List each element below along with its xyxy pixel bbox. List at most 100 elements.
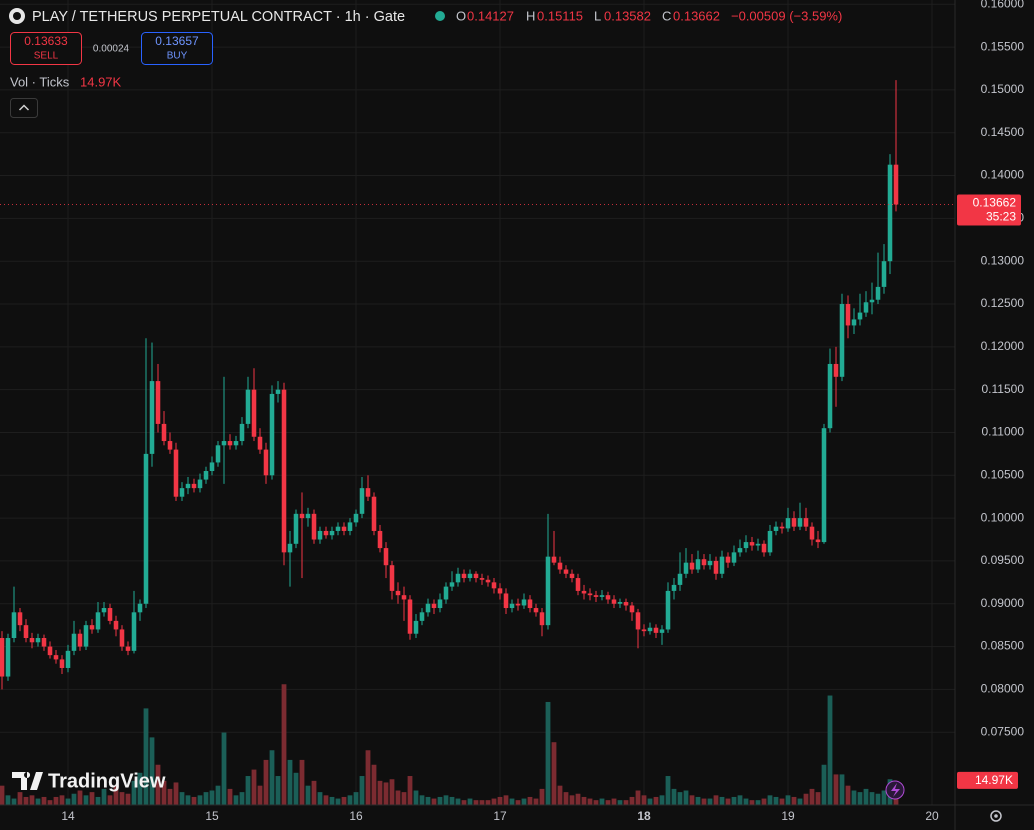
candle-body bbox=[173, 449, 179, 497]
candle-body bbox=[371, 496, 377, 531]
volume-bar bbox=[275, 776, 281, 805]
y-tick-label: 0.07500 bbox=[981, 724, 1025, 738]
ohlc-value: 0.13582 bbox=[604, 8, 651, 23]
collapse-button[interactable] bbox=[10, 98, 38, 118]
candle-body bbox=[365, 488, 371, 497]
candle-body bbox=[143, 453, 149, 604]
volume-bar bbox=[359, 776, 365, 805]
volume-bar bbox=[431, 798, 437, 805]
candle-body bbox=[383, 548, 389, 566]
volume-bar bbox=[35, 798, 41, 805]
volume-bar bbox=[539, 788, 545, 805]
candle-body bbox=[95, 612, 101, 630]
volume-title: Vol · Ticks bbox=[10, 74, 70, 89]
x-tick-label: 19 bbox=[781, 809, 795, 823]
y-tick-label: 0.14000 bbox=[981, 168, 1025, 182]
volume-bar bbox=[95, 796, 101, 805]
candle-body bbox=[125, 646, 131, 651]
volume-bar bbox=[113, 785, 119, 805]
volume-value: 14.97K bbox=[80, 74, 122, 89]
candle-body bbox=[227, 441, 233, 446]
candle-body bbox=[791, 518, 797, 527]
volume-bar bbox=[863, 788, 869, 805]
candle-body bbox=[29, 638, 35, 643]
candle-body bbox=[893, 164, 899, 205]
candle-body bbox=[809, 526, 815, 540]
candle-body bbox=[767, 530, 773, 553]
volume-bar bbox=[197, 795, 203, 805]
sell-button[interactable] bbox=[10, 32, 82, 65]
spread: 0.00024 bbox=[93, 44, 130, 55]
volume-bar bbox=[803, 793, 809, 805]
volume-bar bbox=[635, 790, 641, 805]
candle-body bbox=[815, 539, 821, 543]
volume-bar bbox=[551, 742, 557, 805]
volume-bar bbox=[833, 774, 839, 805]
candle-body bbox=[335, 526, 341, 531]
flash-glyph bbox=[891, 783, 900, 797]
candle-body bbox=[281, 389, 287, 553]
symbol-title[interactable]: PLAY / TETHERUS PERPETUAL CONTRACT · 1h … bbox=[32, 9, 405, 25]
volume-bar bbox=[869, 792, 875, 805]
volume-bar bbox=[527, 796, 533, 805]
candle-body bbox=[887, 164, 893, 262]
candle-body bbox=[131, 612, 137, 651]
volume-bar bbox=[65, 798, 71, 805]
y-tick-label: 0.13000 bbox=[981, 253, 1025, 267]
volume-bar bbox=[845, 785, 851, 805]
volume-bar bbox=[233, 795, 239, 805]
candle-body bbox=[203, 471, 209, 480]
candle-body bbox=[179, 488, 185, 497]
volume-bar bbox=[0, 785, 5, 805]
candle-body bbox=[317, 530, 323, 540]
watermark-logo bbox=[12, 772, 43, 790]
volume-bar bbox=[755, 800, 761, 805]
x-tick-label: 20 bbox=[925, 809, 939, 823]
settings-icon[interactable] bbox=[990, 810, 1002, 822]
volume-bar bbox=[569, 795, 575, 805]
candle-body bbox=[101, 608, 107, 613]
candle-body bbox=[17, 612, 23, 626]
volume-bar bbox=[761, 798, 767, 805]
buy-button[interactable] bbox=[141, 32, 213, 65]
volume-bar bbox=[437, 796, 443, 805]
candle-body bbox=[845, 304, 851, 326]
candle-body bbox=[215, 445, 221, 463]
candle-body bbox=[563, 569, 569, 574]
volume-bar bbox=[785, 795, 791, 805]
volume-bar bbox=[701, 798, 707, 805]
candle-body bbox=[623, 602, 629, 606]
candle-body bbox=[755, 543, 761, 546]
volume-bar bbox=[479, 800, 485, 805]
candle-body bbox=[413, 620, 419, 634]
volume-bar bbox=[611, 798, 617, 805]
candle-body bbox=[431, 603, 437, 609]
volume-bar bbox=[563, 792, 569, 805]
volume-bar bbox=[149, 737, 155, 805]
candle-body bbox=[707, 560, 713, 566]
candle-body bbox=[251, 389, 257, 437]
candle-body bbox=[155, 381, 161, 424]
volume-bar bbox=[545, 701, 551, 805]
candle-body bbox=[821, 428, 827, 543]
volume-bar bbox=[383, 782, 389, 805]
volume-bar bbox=[335, 798, 341, 805]
volume-bar bbox=[815, 792, 821, 805]
candle-body bbox=[275, 389, 281, 394]
candle-body bbox=[377, 530, 383, 549]
y-tick-label: 0.10500 bbox=[981, 467, 1025, 481]
candle-body bbox=[881, 261, 887, 287]
candle-body bbox=[299, 513, 305, 519]
candle-body bbox=[461, 573, 467, 579]
candle-body bbox=[467, 573, 473, 579]
buy-label: BUY bbox=[167, 51, 188, 62]
volume-bar bbox=[773, 796, 779, 805]
volume-bar bbox=[521, 798, 527, 805]
volume-bar bbox=[89, 792, 95, 805]
candle-body bbox=[785, 518, 791, 529]
volume-bar bbox=[827, 695, 833, 805]
candle-body bbox=[611, 599, 617, 604]
volume-bar bbox=[617, 800, 623, 805]
volume-price-box bbox=[957, 771, 1018, 789]
volume-bar bbox=[503, 795, 509, 805]
